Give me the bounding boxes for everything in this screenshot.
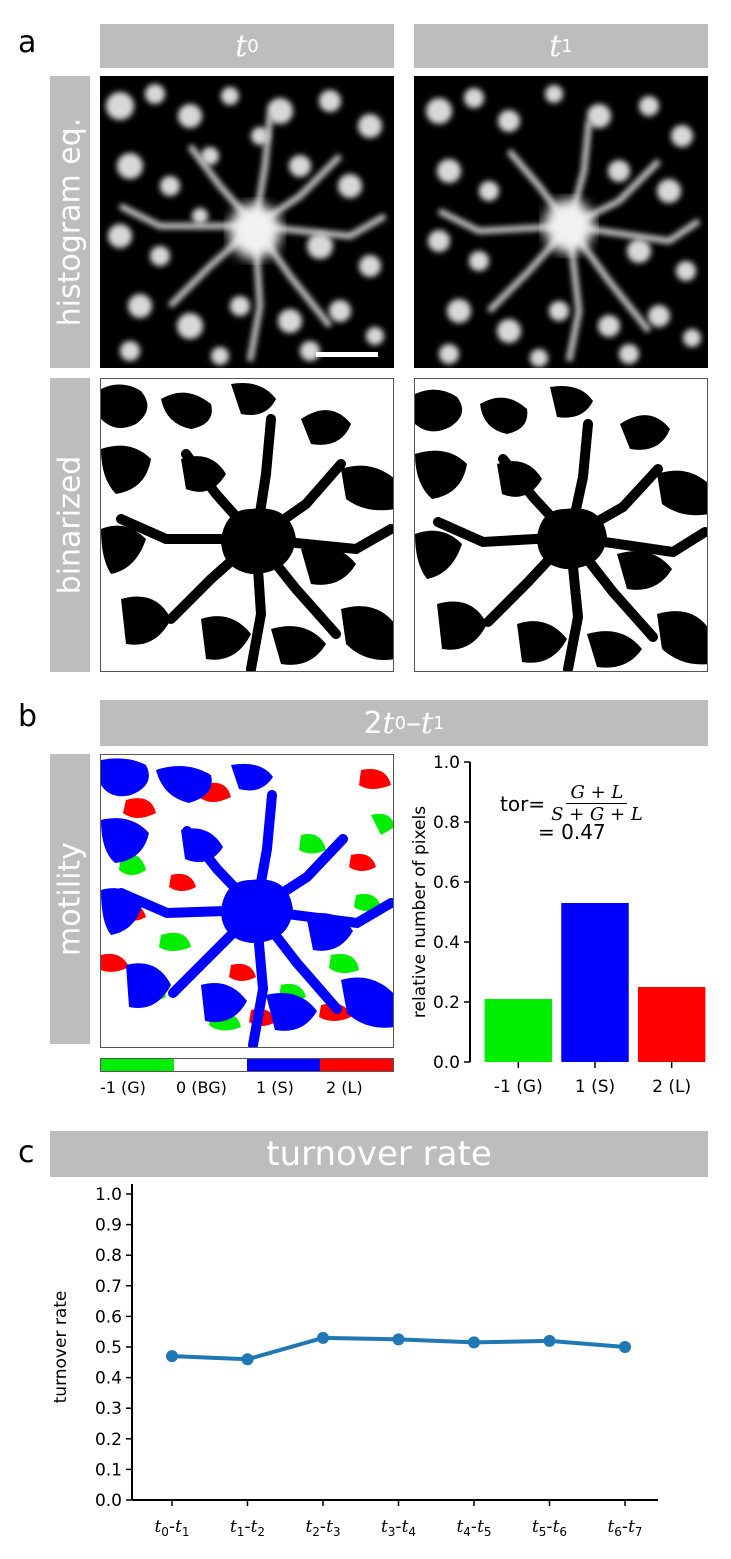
bar-chart-ytick-label: 0.2 (433, 993, 460, 1013)
motility-map (100, 754, 394, 1048)
bar-0 (484, 999, 553, 1062)
bar-chart-ytick-label: 0.4 (433, 933, 460, 953)
line-point-2 (317, 1331, 329, 1344)
line-chart-ytick-label: 0.8 (95, 1246, 122, 1266)
line-chart-ytick-label: 0.0 (95, 1491, 122, 1511)
line-chart-ytick-label: 0.7 (95, 1277, 122, 1297)
line-chart: 0.0 0.1 0.2 0.3 0.4 0.5 0.6 0.7 0.8 0.9 1.0 t0-t1 t1… (51, 1184, 658, 1539)
column-header-var: t (235, 28, 248, 64)
line-chart-ytick-label: 0.4 (95, 1369, 122, 1389)
formula-result: = 0.47 (538, 820, 606, 844)
panel-b-title: 2 t 0– t 1 (100, 700, 708, 746)
column-header-var: t (549, 28, 562, 64)
bar-chart-xtick-label: -1 (G) (494, 1077, 543, 1097)
title-sub: 1 (433, 712, 445, 734)
colorbar-gain (101, 1059, 174, 1071)
line-chart-ytick-label: 0.9 (95, 1216, 122, 1236)
histogram-image-t0 (100, 76, 394, 368)
panel-c-title: turnover rate (50, 1131, 708, 1177)
bar-chart-ytick-label: 1.0 (433, 753, 460, 773)
panel-letter-c: c (18, 1135, 35, 1170)
title-dash: – (406, 705, 422, 741)
formula-prefix: tor= (500, 791, 546, 816)
bar-2 (637, 987, 706, 1062)
binarized-image-t0 (100, 378, 394, 672)
colorbar-stable (247, 1059, 320, 1071)
line-chart-ylabel: turnover rate (51, 1291, 71, 1404)
colorbar-label-loss: 2 (L) (326, 1078, 363, 1097)
column-header-sub: 0 (247, 35, 259, 57)
line-chart-xtick-label: t0-t1 (154, 1517, 189, 1539)
line-chart-ytick-label: 0.1 (95, 1460, 122, 1480)
binarized-image-t1 (414, 378, 708, 672)
title-var: t (382, 705, 395, 741)
formula-denominator: S + G + L (551, 804, 643, 825)
row-label-text: binarized (52, 455, 88, 595)
bar-chart-ytick-label: 0.0 (433, 1053, 460, 1073)
line-point-0 (166, 1350, 178, 1363)
line-point-1 (241, 1353, 254, 1366)
line-chart-xtick-label: t2-t3 (305, 1517, 340, 1539)
line-chart-ytick-label: 0.6 (95, 1307, 122, 1327)
line-chart-ytick-label: 0.3 (95, 1399, 122, 1419)
title-var: t (421, 705, 434, 741)
bar-chart-ytick-label: 0.8 (433, 813, 460, 833)
formula-fraction: G + L S + G + L (547, 782, 647, 825)
row-label-motility: motility (50, 754, 90, 1044)
colorbar-label-gain: -1 (G) (100, 1078, 146, 1097)
formula-numerator: G + L (566, 782, 628, 804)
row-label-text: motility (52, 842, 88, 956)
line-point-6 (619, 1341, 631, 1353)
formula: tor= G + L S + G + L (500, 782, 647, 825)
colorbar-label-background: 0 (BG) (176, 1078, 227, 1097)
line-chart-ytick-label: 0.2 (95, 1430, 122, 1450)
row-label-binarized: binarized (50, 378, 90, 672)
title-coefficient: 2 (363, 705, 383, 741)
bar-1 (561, 903, 629, 1062)
line-chart-ytick-label: 1.0 (95, 1185, 122, 1205)
row-label-text: histogram eq. (52, 117, 88, 327)
colorbar (100, 1058, 394, 1072)
bar-chart-ylabel: relative number of pixels (410, 806, 430, 1018)
panel-letter-b: b (18, 699, 38, 734)
colorbar-background (174, 1059, 247, 1071)
bar-chart: 0.0 0.2 0.4 0.6 0.8 1.0 -1 (G) 1 (S) 2 (L) relati… (410, 753, 706, 1097)
row-label-histogram: histogram eq. (50, 76, 90, 368)
histogram-image-t1 (414, 76, 708, 368)
line-chart-xtick-label: t5-t6 (532, 1517, 567, 1539)
bar-chart-ytick-label: 0.6 (433, 873, 460, 893)
column-header-sub: 1 (561, 35, 573, 57)
colorbar-loss (320, 1059, 393, 1071)
line-point-3 (392, 1333, 405, 1346)
bar-chart-xtick-label: 2 (L) (652, 1077, 691, 1097)
line-chart-xtick-label: t1-t2 (230, 1517, 265, 1539)
line-chart-xtick-label: t3-t4 (381, 1517, 416, 1539)
line-chart-xtick-label: t4-t5 (456, 1517, 491, 1539)
line-chart-ytick-label: 0.5 (95, 1338, 122, 1358)
line-chart-xtick-label: t6-t7 (607, 1517, 642, 1539)
colorbar-label-stable: 1 (S) (256, 1078, 294, 1097)
panel-letter-a: a (18, 25, 37, 60)
title-sub: 0 (394, 712, 407, 734)
line-point-4 (468, 1336, 480, 1349)
bar-chart-xtick-label: 1 (S) (575, 1077, 615, 1097)
line-point-5 (543, 1334, 556, 1347)
